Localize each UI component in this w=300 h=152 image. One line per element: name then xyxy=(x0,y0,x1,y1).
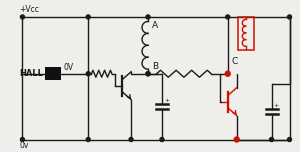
Bar xyxy=(45,67,61,80)
Circle shape xyxy=(86,72,90,76)
Circle shape xyxy=(129,138,133,142)
Circle shape xyxy=(226,15,230,19)
Circle shape xyxy=(270,138,274,142)
Circle shape xyxy=(86,15,90,19)
Text: A: A xyxy=(152,21,158,30)
Circle shape xyxy=(20,138,24,142)
Circle shape xyxy=(225,71,230,76)
Circle shape xyxy=(86,138,90,142)
Text: HALL: HALL xyxy=(20,69,44,78)
Circle shape xyxy=(146,72,150,76)
Text: +: + xyxy=(274,103,279,108)
Circle shape xyxy=(160,138,164,142)
Circle shape xyxy=(287,138,292,142)
Circle shape xyxy=(234,137,239,142)
Circle shape xyxy=(146,72,150,76)
Text: +: + xyxy=(164,98,169,103)
Text: 0v: 0v xyxy=(20,140,29,150)
Circle shape xyxy=(287,15,292,19)
Bar xyxy=(238,17,254,50)
Text: B: B xyxy=(152,62,158,71)
Circle shape xyxy=(20,15,24,19)
Text: +Vcc: +Vcc xyxy=(20,5,39,14)
Text: 0V: 0V xyxy=(63,63,74,72)
Circle shape xyxy=(146,15,150,19)
Text: C: C xyxy=(232,57,238,66)
